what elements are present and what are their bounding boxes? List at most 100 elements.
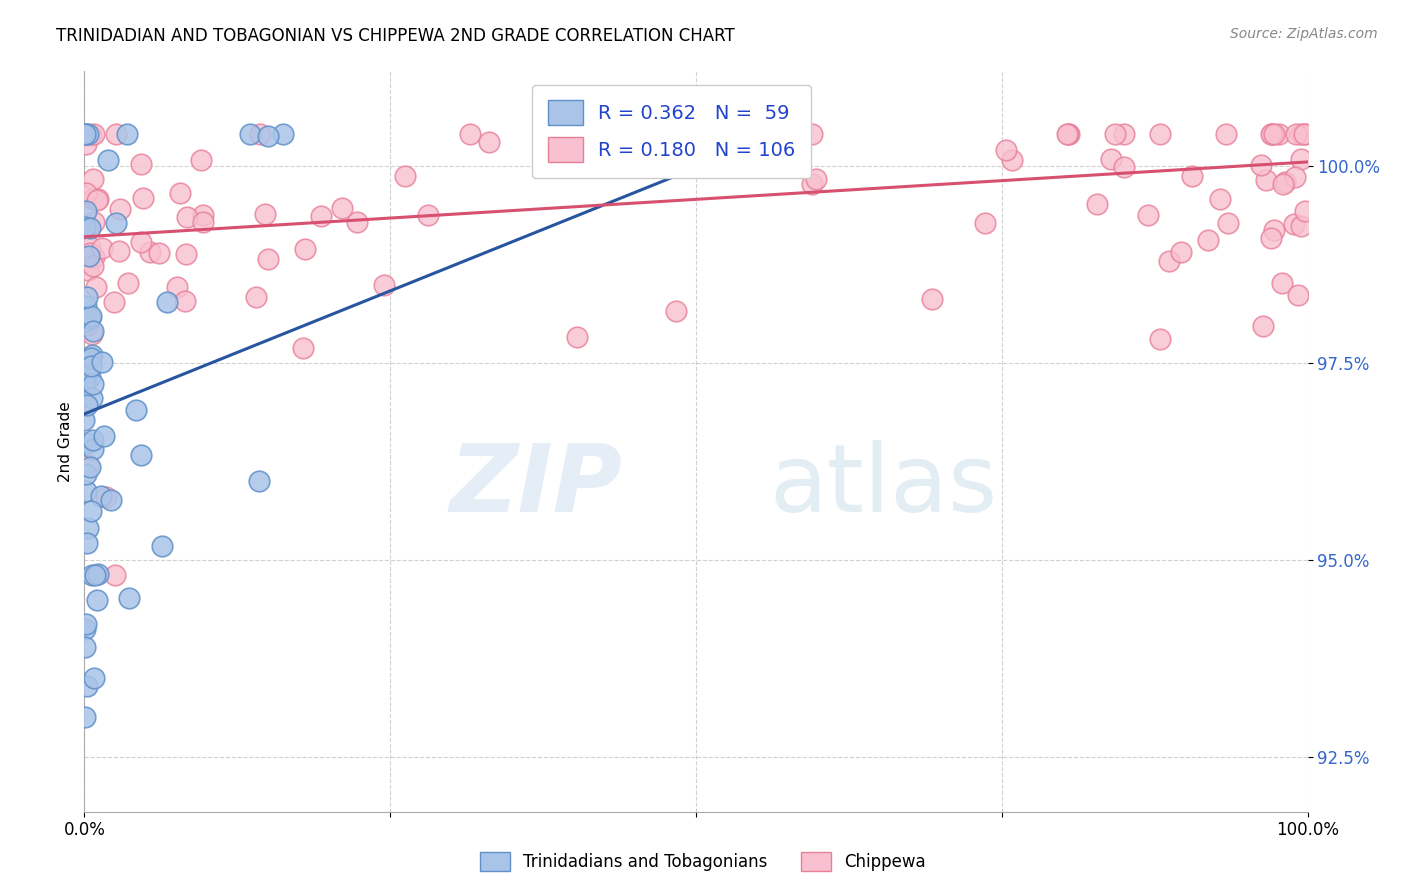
- Point: [75, 467, 97, 482]
- Point: [921, 293, 943, 307]
- Point: [75, 314, 97, 328]
- Point: [190, 153, 212, 167]
- Point: [76, 536, 98, 550]
- Point: [79, 351, 101, 365]
- Point: [80, 351, 103, 365]
- Point: [1292, 128, 1315, 142]
- Point: [150, 539, 173, 553]
- Point: [79, 369, 101, 384]
- Point: [1056, 128, 1078, 142]
- Point: [1250, 158, 1272, 172]
- Point: [1274, 175, 1296, 189]
- Point: [804, 172, 827, 186]
- Point: [1263, 223, 1285, 237]
- Point: [139, 244, 162, 259]
- Point: [73, 710, 96, 724]
- Point: [1181, 169, 1204, 183]
- Text: atlas: atlas: [769, 440, 998, 532]
- Point: [1267, 128, 1289, 142]
- Point: [86, 593, 108, 607]
- Point: [80, 391, 103, 405]
- Point: [131, 448, 153, 462]
- Point: [84, 280, 107, 294]
- Point: [156, 295, 179, 310]
- Point: [79, 240, 101, 254]
- Point: [249, 128, 271, 142]
- Point: [90, 355, 112, 369]
- Point: [104, 568, 127, 582]
- Point: [97, 153, 120, 168]
- Point: [169, 186, 191, 201]
- Point: [1149, 128, 1171, 142]
- Point: [1104, 128, 1126, 142]
- Text: Source: ZipAtlas.com: Source: ZipAtlas.com: [1230, 27, 1378, 41]
- Point: [1260, 231, 1282, 245]
- Point: [80, 359, 103, 374]
- Point: [75, 137, 97, 152]
- Point: [129, 235, 152, 249]
- Point: [105, 216, 128, 230]
- Point: [1289, 219, 1312, 234]
- Point: [176, 210, 198, 224]
- Point: [191, 208, 214, 222]
- Text: ZIP: ZIP: [450, 440, 623, 532]
- Point: [1291, 128, 1313, 142]
- Point: [76, 436, 98, 450]
- Point: [87, 567, 110, 582]
- Point: [91, 241, 114, 255]
- Point: [801, 177, 824, 191]
- Point: [75, 203, 97, 218]
- Point: [76, 262, 98, 277]
- Point: [83, 671, 105, 685]
- Point: [131, 157, 153, 171]
- Point: [94, 490, 117, 504]
- Point: [93, 428, 115, 442]
- Point: [82, 325, 104, 339]
- Point: [1170, 245, 1192, 260]
- Point: [1271, 276, 1294, 290]
- Point: [174, 294, 197, 309]
- Point: [801, 128, 824, 142]
- Point: [75, 640, 97, 654]
- Point: [995, 143, 1018, 157]
- Point: [1285, 128, 1308, 142]
- Point: [567, 330, 589, 344]
- Point: [82, 348, 104, 362]
- Point: [665, 303, 688, 318]
- Point: [665, 140, 688, 154]
- Point: [974, 216, 997, 230]
- Point: [291, 341, 314, 355]
- Point: [108, 244, 131, 258]
- Point: [90, 489, 112, 503]
- Point: [1260, 128, 1282, 142]
- Point: [1215, 128, 1237, 142]
- Point: [82, 172, 104, 186]
- Point: [478, 136, 501, 150]
- Point: [1136, 208, 1159, 222]
- Point: [79, 245, 101, 260]
- Legend: R = 0.362   N =  59, R = 0.180   N = 106: R = 0.362 N = 59, R = 0.180 N = 106: [531, 85, 811, 178]
- Point: [271, 128, 294, 142]
- Point: [1289, 152, 1312, 166]
- Point: [132, 191, 155, 205]
- Point: [79, 221, 101, 235]
- Point: [117, 276, 139, 290]
- Point: [73, 413, 96, 427]
- Point: [1294, 128, 1316, 142]
- Point: [1263, 128, 1285, 142]
- Point: [82, 259, 104, 273]
- Point: [75, 128, 97, 142]
- Point: [82, 433, 104, 447]
- Point: [76, 458, 98, 472]
- Point: [75, 483, 97, 498]
- Point: [309, 209, 332, 223]
- Point: [117, 591, 139, 606]
- Point: [1284, 217, 1306, 231]
- Point: [1209, 192, 1232, 206]
- Legend: Trinidadians and Tobagonians, Chippewa: Trinidadians and Tobagonians, Chippewa: [471, 843, 935, 880]
- Point: [82, 376, 104, 391]
- Point: [76, 367, 98, 381]
- Point: [1251, 319, 1274, 334]
- Point: [1216, 217, 1239, 231]
- Point: [76, 218, 98, 232]
